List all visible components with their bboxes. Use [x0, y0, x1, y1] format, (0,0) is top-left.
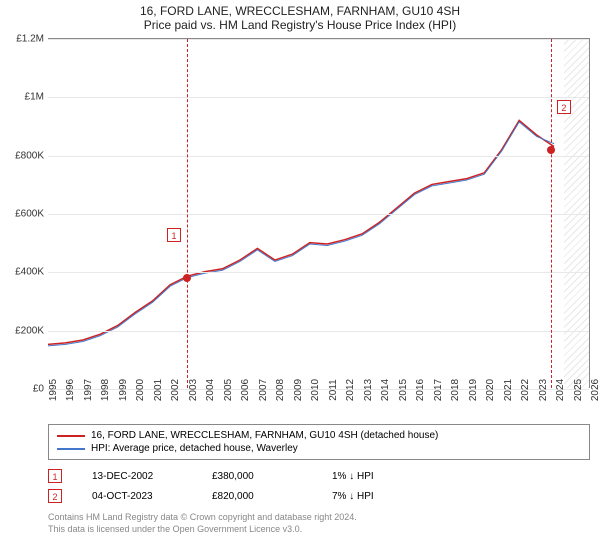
y-axis-label: £0	[33, 384, 44, 395]
event-price: £380,000	[212, 471, 302, 482]
x-axis-label: 2008	[275, 379, 286, 401]
x-axis-label: 2013	[363, 379, 374, 401]
chart-plot: 12	[48, 39, 589, 388]
gridline	[48, 214, 589, 215]
x-axis-label: 2002	[170, 379, 181, 401]
x-axis-label: 2001	[153, 379, 164, 401]
x-axis-label: 2006	[240, 379, 251, 401]
x-axis-label: 1997	[83, 379, 94, 401]
x-axis-label: 2020	[485, 379, 496, 401]
y-axis-label: £800K	[15, 150, 44, 161]
x-axis-label: 2017	[433, 379, 444, 401]
x-axis-label: 1999	[118, 379, 129, 401]
event-delta: 7% ↓ HPI	[332, 491, 422, 502]
event-number: 1	[48, 469, 62, 483]
legend: 16, FORD LANE, WRECCLESHAM, FARNHAM, GU1…	[48, 424, 590, 460]
y-axis-label: £600K	[15, 209, 44, 220]
x-axis-label: 2016	[415, 379, 426, 401]
x-axis-label: 2023	[538, 379, 549, 401]
title-area: 16, FORD LANE, WRECCLESHAM, FARNHAM, GU1…	[0, 0, 600, 34]
y-axis-label: £400K	[15, 267, 44, 278]
events-table: 1 13-DEC-2002 £380,000 1% ↓ HPI 2 04-OCT-2023…	[48, 466, 590, 506]
gridline	[48, 331, 589, 332]
x-axis-label: 2026	[590, 379, 600, 401]
x-axis-label: 2000	[135, 379, 146, 401]
footer-line-2: This data is licensed under the Open Gov…	[48, 524, 590, 536]
legend-label: 16, FORD LANE, WRECCLESHAM, FARNHAM, GU1…	[91, 430, 438, 441]
x-axis-label: 2009	[293, 379, 304, 401]
title-main: 16, FORD LANE, WRECCLESHAM, FARNHAM, GU1…	[0, 4, 600, 18]
event-price: £820,000	[212, 491, 302, 502]
legend-label: HPI: Average price, detached house, Wave…	[91, 443, 298, 454]
chart-container: 16, FORD LANE, WRECCLESHAM, FARNHAM, GU1…	[0, 0, 600, 560]
x-axis-label: 2024	[555, 379, 566, 401]
title-sub: Price paid vs. HM Land Registry's House …	[0, 18, 600, 32]
x-axis-label: 2010	[310, 379, 321, 401]
y-axis-label: £1M	[25, 92, 44, 103]
event-delta: 1% ↓ HPI	[332, 471, 422, 482]
x-axis-label: 2022	[520, 379, 531, 401]
chart-area: 12 £0£200K£400K£600K£800K£1M£1.2M	[48, 38, 590, 388]
x-axis-label: 2015	[398, 379, 409, 401]
event-date: 13-DEC-2002	[92, 471, 182, 482]
y-axis-label: £200K	[15, 325, 44, 336]
legend-swatch	[57, 448, 85, 450]
y-axis-label: £1.2M	[16, 34, 44, 45]
x-axis-label: 2018	[450, 379, 461, 401]
events-table-row: 1 13-DEC-2002 £380,000 1% ↓ HPI	[48, 466, 590, 486]
footer-line-1: Contains HM Land Registry data © Crown c…	[48, 512, 590, 524]
event-dot	[183, 274, 191, 282]
event-number: 2	[48, 489, 62, 503]
gridline	[48, 272, 589, 273]
event-date: 04-OCT-2023	[92, 491, 182, 502]
legend-swatch	[57, 435, 85, 437]
legend-item: HPI: Average price, detached house, Wave…	[57, 442, 581, 455]
event-line	[551, 39, 552, 388]
event-dot	[547, 146, 555, 154]
x-axis-label: 1996	[65, 379, 76, 401]
x-axis-label: 2004	[205, 379, 216, 401]
x-axis-label: 2025	[573, 379, 584, 401]
gridline	[48, 156, 589, 157]
x-axis-label: 2003	[188, 379, 199, 401]
footer-attribution: Contains HM Land Registry data © Crown c…	[48, 512, 590, 535]
series-line	[48, 120, 554, 344]
x-axis-label: 2005	[223, 379, 234, 401]
x-axis-label: 1995	[48, 379, 59, 401]
event-marker: 1	[167, 228, 181, 242]
x-axis-label: 1998	[100, 379, 111, 401]
x-axis-label: 2012	[345, 379, 356, 401]
x-axis-label: 2019	[468, 379, 479, 401]
x-axis-label: 2021	[503, 379, 514, 401]
event-line	[187, 39, 188, 388]
gridline	[48, 39, 589, 40]
events-table-row: 2 04-OCT-2023 £820,000 7% ↓ HPI	[48, 486, 590, 506]
x-axis-labels: 1995199619971998199920002001200220032004…	[48, 388, 590, 418]
legend-item: 16, FORD LANE, WRECCLESHAM, FARNHAM, GU1…	[57, 429, 581, 442]
event-marker: 2	[557, 100, 571, 114]
x-axis-label: 2011	[328, 379, 339, 401]
gridline	[48, 97, 589, 98]
x-axis-label: 2007	[258, 379, 269, 401]
x-axis-label: 2014	[380, 379, 391, 401]
